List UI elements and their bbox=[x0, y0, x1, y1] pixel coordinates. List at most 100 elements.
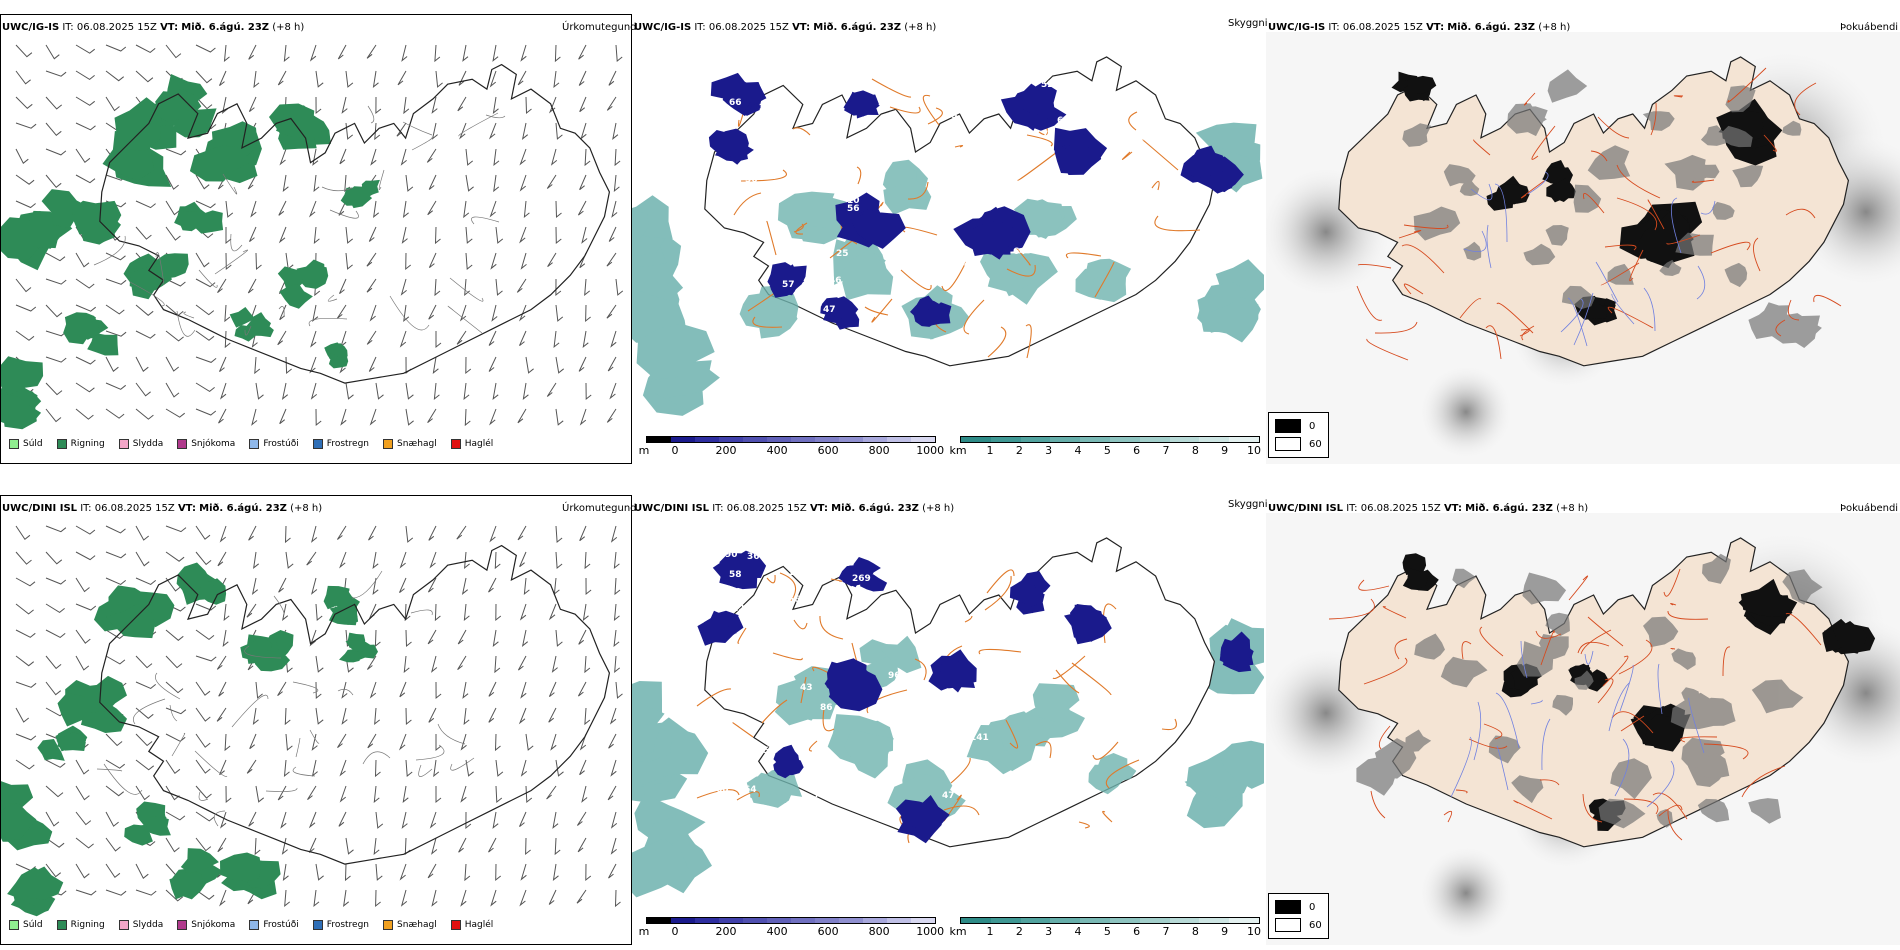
colorbar-tick: 2 bbox=[1015, 444, 1023, 457]
vt-label: VT: bbox=[1443, 503, 1462, 514]
colorbar-tick: 10 bbox=[1247, 444, 1261, 457]
cloud-base-label: 40 bbox=[1156, 240, 1169, 250]
cloud-base-label: 67 bbox=[1162, 785, 1175, 795]
cloud-base-label: 56 bbox=[962, 181, 975, 191]
it-label: IT: bbox=[1346, 503, 1358, 514]
legend-swatch bbox=[9, 920, 19, 930]
cloud-base-label: 66 bbox=[729, 98, 742, 108]
fog-legend-row: 0 bbox=[1275, 898, 1322, 916]
cloud-base-label: 57 bbox=[782, 280, 795, 290]
legend-label: Snæhagl bbox=[397, 439, 437, 449]
legend-label: 60 bbox=[1309, 919, 1322, 931]
vt-value: Mið. 6.ágú. 23Z bbox=[813, 22, 902, 33]
panel-title-precip: Úrkomutegund bbox=[562, 503, 637, 514]
cloud-map-bottom: 36 47 58 60 96 70 57 86 269 43 46 57 29 12 64 58 67 57 73 1… bbox=[632, 537, 1264, 898]
legend-label: Slydda bbox=[132, 920, 164, 930]
legend-swatch bbox=[56, 439, 67, 449]
cloud-base-label: 73 bbox=[814, 790, 827, 800]
colorbar-tick: 200 bbox=[715, 444, 737, 457]
cloud-base-label: 107 bbox=[788, 568, 807, 578]
legend-swatch bbox=[177, 920, 188, 930]
iceland-outline bbox=[99, 63, 611, 384]
precip-panel-top: Súld Rigning Slydda Snjókoma Frostúði Frostre… bbox=[0, 14, 632, 464]
cloud-base-label: 67 bbox=[1057, 116, 1070, 126]
cloud-base-label: 58 bbox=[1187, 633, 1200, 643]
legend-label: Súld bbox=[23, 439, 43, 449]
cloud-base-label: 83 bbox=[985, 563, 998, 573]
lead-time: (+8 h) bbox=[272, 22, 305, 33]
vt-value: Mið. 6.ágú. 23Z bbox=[1465, 503, 1553, 514]
lead-time: (+8 h) bbox=[922, 503, 955, 514]
panel-title-fog: Þokuábendi bbox=[1840, 22, 1899, 33]
vt-value: Mið. 6.ágú. 23Z bbox=[1447, 22, 1536, 33]
legend-label: 0 bbox=[1309, 420, 1316, 432]
legend-label: Súld bbox=[23, 920, 43, 930]
cloud-base-label: 60 bbox=[716, 785, 729, 795]
precip-legend-item: Súld bbox=[9, 920, 43, 930]
fog-panel-top bbox=[1266, 32, 1900, 464]
cloud-base-label: 56 bbox=[847, 204, 860, 214]
cloud-base-label: 56 bbox=[745, 175, 758, 185]
cloud-base-label: 46 bbox=[944, 130, 957, 140]
colorbar-tick: 10 bbox=[1247, 925, 1261, 938]
vt-value: Mið. 6.ágú. 23Z bbox=[181, 22, 270, 33]
cloud-base-label: 71 bbox=[1042, 130, 1055, 140]
colorbar-tick: 4 bbox=[1074, 925, 1082, 938]
it-label: IT: bbox=[1328, 22, 1340, 33]
cloud-base-label: 46 bbox=[1156, 305, 1169, 315]
precip-legend-item: Frostregn bbox=[312, 920, 369, 930]
cloud-base-label: 10 bbox=[847, 196, 860, 206]
colorbar-tick: 0 bbox=[671, 444, 679, 457]
colorbar-tick: 9 bbox=[1221, 444, 1229, 457]
legend-label: Snjókoma bbox=[191, 439, 236, 449]
fog-legend-row: 60 bbox=[1275, 916, 1322, 934]
legend-label: Haglél bbox=[464, 439, 494, 449]
vt-label: VT: bbox=[792, 22, 811, 33]
visibility-colorbar: km 1 2 3 4 5 6 7 8 9 10 bbox=[949, 436, 1261, 457]
precip-legend-item: Snæhagl bbox=[383, 920, 437, 930]
cloud-base-label: 57 bbox=[1160, 704, 1173, 714]
cloud-base-label: 57 bbox=[763, 746, 776, 756]
cloud-base-label: 53 bbox=[928, 257, 941, 267]
colorbar-unit: m bbox=[638, 925, 650, 938]
vt-label: VT: bbox=[809, 503, 828, 514]
panel-title-cloud: Skyggni bbox=[1228, 499, 1268, 510]
it-value: 06.08.2025 15Z bbox=[94, 503, 175, 514]
model-name: UWC/DINI ISL bbox=[1268, 503, 1344, 514]
cloud-base-label: 52 bbox=[1115, 96, 1128, 106]
colorbar-tick: 6 bbox=[1133, 925, 1141, 938]
legend-label: 0 bbox=[1309, 901, 1316, 913]
colorbar-unit: km bbox=[949, 444, 967, 457]
precip-legend-item: Snjókoma bbox=[177, 439, 235, 449]
precip-legend-item: Snjókoma bbox=[177, 920, 235, 930]
legend-swatch bbox=[249, 920, 260, 930]
legend-swatch bbox=[177, 439, 188, 449]
cloud-panel-bottom: 36 47 58 60 96 70 57 86 269 43 46 57 29 12 64 58 67 57 73 1… bbox=[632, 513, 1264, 945]
vt-value: Mið. 6.ágú. 23Z bbox=[199, 503, 287, 514]
cloud-base-colorbar: m 0 200 400 600 800 1000 bbox=[639, 917, 944, 938]
cloud-base-label: 70 bbox=[1139, 698, 1152, 708]
header-row2-precip: UWC/DINI ISL IT: 06.08.2025 15Z VT: Mið.… bbox=[2, 503, 322, 515]
cloud-base-label: 93 bbox=[916, 79, 929, 89]
precip-panel-bottom: Súld Rigning Slydda Snjókoma Frostúði Frostre… bbox=[0, 495, 632, 945]
cloud-base-label: 141 bbox=[970, 733, 989, 743]
colorbar-tick: 2 bbox=[1015, 925, 1023, 938]
legend-label: Snæhagl bbox=[397, 920, 437, 930]
panel-title-cloud: Skyggni bbox=[1228, 18, 1268, 29]
lead-time: (+8 h) bbox=[1538, 22, 1571, 33]
cloud-base-label: 43 bbox=[964, 260, 977, 270]
legend-label: Frostúði bbox=[263, 920, 299, 930]
cloud-base-label: 189 bbox=[1001, 682, 1020, 692]
cloud-base-label: 35 bbox=[1174, 818, 1187, 828]
colorbar-tick: 800 bbox=[868, 444, 890, 457]
cloud-base-label: 36 bbox=[747, 552, 760, 562]
colorbar-tick: 5 bbox=[1103, 444, 1111, 457]
fog-legend-row: 60 bbox=[1275, 435, 1322, 453]
colorbar-tick: 1 bbox=[986, 444, 994, 457]
cloud-base-label: 96 bbox=[1017, 795, 1030, 805]
vt-label: VT: bbox=[177, 503, 196, 514]
header-row1-cloud: UWC/IG-IS IT: 06.08.2025 15Z VT: Mið. 6.… bbox=[634, 22, 936, 34]
panel-title-fog: Þokuábendi bbox=[1840, 503, 1899, 514]
model-name: UWC/IG-IS bbox=[1268, 22, 1326, 33]
cloud-base-label: 57 bbox=[987, 572, 1000, 582]
